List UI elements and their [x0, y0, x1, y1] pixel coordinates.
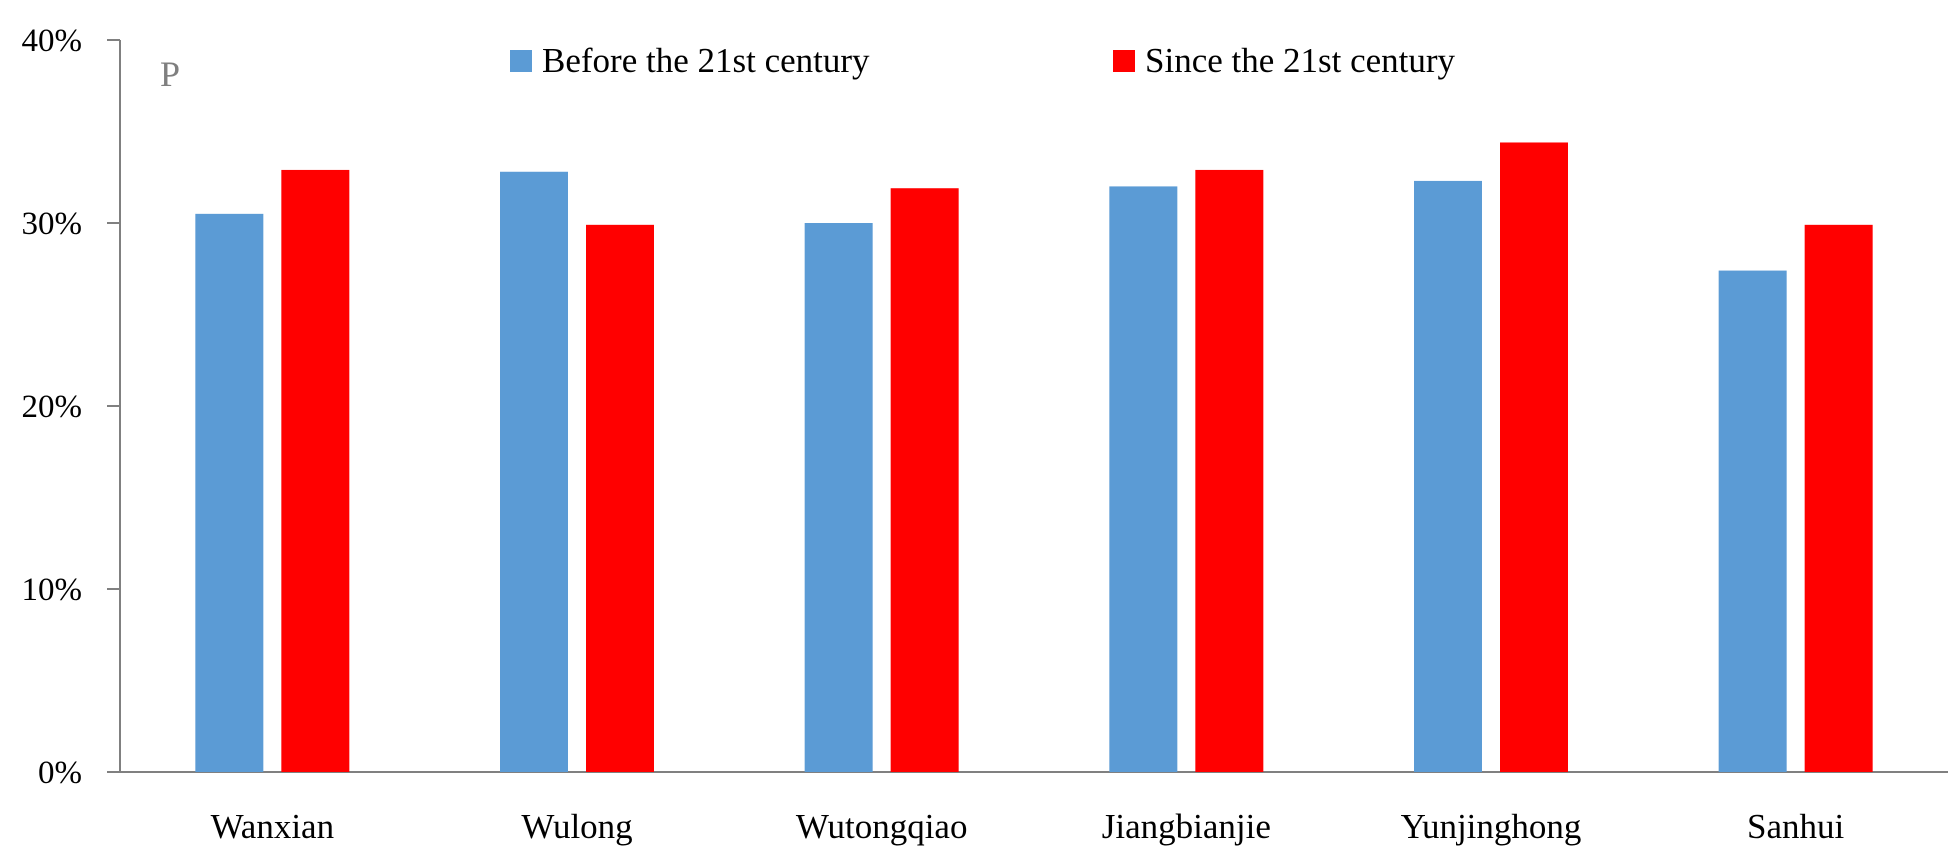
- bar-jiangbianjie-series-1: [1109, 186, 1178, 772]
- y-tick-label: 10%: [22, 572, 83, 608]
- bar-wulong-series-1: [500, 171, 568, 772]
- bar-sanhui-series-2: [1804, 224, 1873, 772]
- x-axis: Wanxian Wulong Wutongqiao Jiangbianjie Yunji…: [120, 771, 1948, 846]
- y-tick-label: 30%: [22, 206, 83, 242]
- x-category-label: Sanhui: [1747, 807, 1845, 846]
- legend-label: Since the 21st century: [1145, 41, 1456, 80]
- y-tick-label: 20%: [22, 389, 83, 425]
- bar-yunjinghong-series-1: [1414, 180, 1482, 772]
- bar-wanxian-series-2: [281, 169, 350, 772]
- bar-wanxian-series-1: [195, 213, 264, 773]
- legend: Before the 21st century Since the 21st ce…: [510, 41, 1456, 80]
- legend-swatch: [1113, 50, 1135, 72]
- legend-label: Before the 21st century: [542, 41, 870, 80]
- bar-jiangbianjie-series-2: [1195, 169, 1264, 772]
- y-tick-label: 0%: [38, 755, 82, 791]
- y-axis: 0% 10% 20% 30% 40%: [22, 23, 121, 791]
- bar-wulong-series-2: [586, 224, 654, 772]
- bar-sanhui-series-1: [1718, 270, 1787, 772]
- x-category-label: Wutongqiao: [796, 807, 968, 846]
- legend-swatch: [510, 50, 532, 72]
- y-tick-label: 40%: [22, 23, 83, 59]
- bar-wutongqiao-series-1: [804, 223, 873, 772]
- x-category-label: Yunjinghong: [1401, 807, 1582, 846]
- x-category-label: Jiangbianjie: [1102, 807, 1271, 846]
- x-category-label: Wanxian: [211, 807, 335, 846]
- bar-wutongqiao-series-2: [890, 188, 959, 773]
- bars: [195, 142, 1873, 773]
- bar-yunjinghong-series-2: [1500, 142, 1568, 773]
- x-category-label: Wulong: [521, 807, 632, 846]
- panel-label: P: [160, 54, 180, 94]
